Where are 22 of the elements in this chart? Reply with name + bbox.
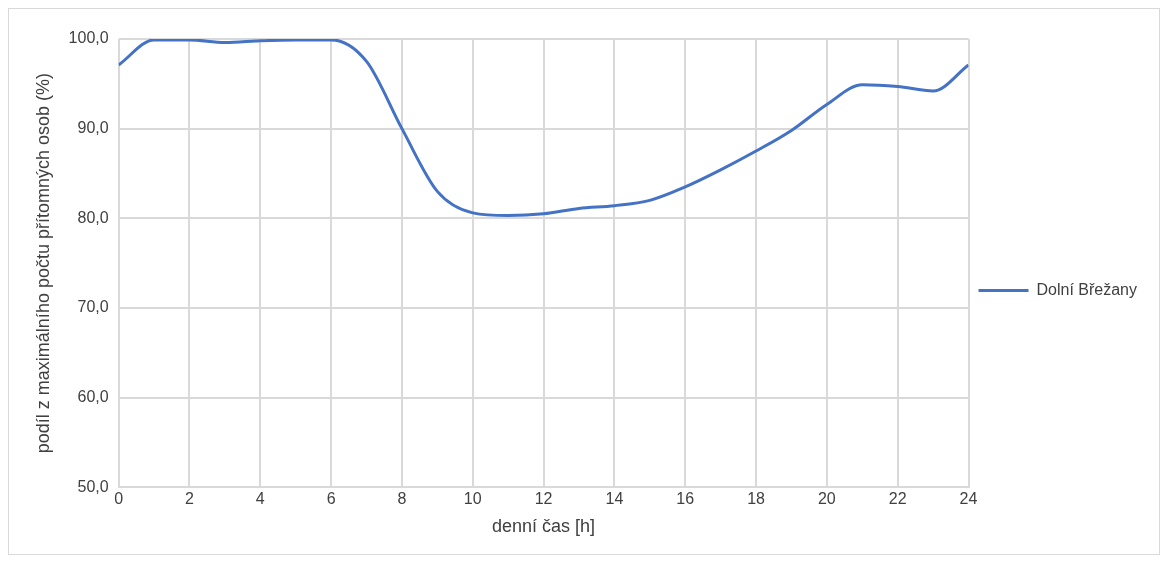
y-tick-label: 60,0: [77, 387, 109, 405]
y-tick-label: 70,0: [77, 298, 109, 316]
x-tick-label: 4: [255, 490, 265, 508]
x-tick-label: 6: [326, 490, 336, 508]
x-tick-label: 22: [888, 490, 907, 508]
x-tick-label: 18: [747, 490, 766, 508]
y-tick-label: 80,0: [77, 208, 109, 226]
x-tick-label: 12: [534, 490, 553, 508]
y-tick-label: 50,0: [77, 477, 109, 495]
y-tick-label: 100,0: [68, 29, 109, 47]
x-tick-label: 0: [114, 490, 124, 508]
x-tick-label: 8: [397, 490, 407, 508]
x-axis-title: denní čas [h]: [492, 516, 596, 537]
x-tick-label: 24: [959, 490, 978, 508]
y-tick-label: 90,0: [77, 119, 109, 137]
legend-label: Dolní Břežany: [1036, 280, 1138, 298]
x-tick-label: 20: [817, 490, 836, 508]
y-axis-title: podíl z maximálního počtu přítomných osob (%): [32, 73, 53, 454]
x-tick-label: 10: [463, 490, 482, 508]
x-tick-label: 16: [676, 490, 695, 508]
x-tick-label: 14: [605, 490, 624, 508]
x-tick-label: 2: [185, 490, 195, 508]
